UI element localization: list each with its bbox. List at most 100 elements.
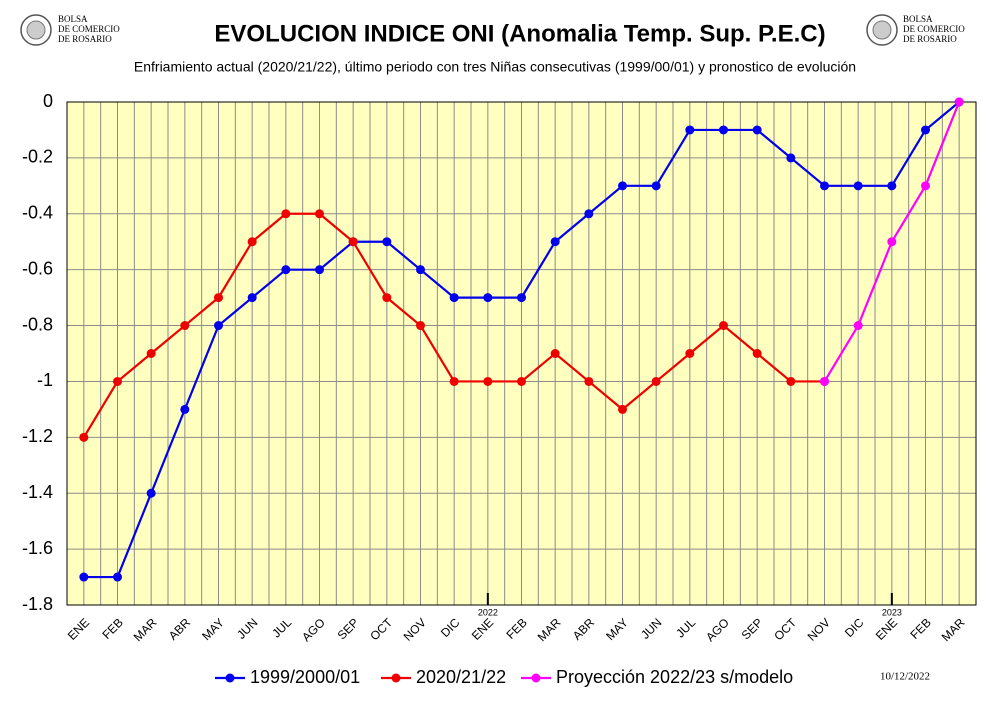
y-tick-label: -1.2 bbox=[22, 426, 53, 446]
x-tick-label: JUN bbox=[234, 615, 260, 641]
data-point bbox=[719, 321, 728, 331]
data-point bbox=[247, 237, 257, 247]
legend-marker bbox=[391, 673, 401, 683]
data-point bbox=[517, 376, 526, 386]
legend-label: 2020/21/22 bbox=[416, 667, 506, 687]
data-point bbox=[382, 237, 392, 247]
data-point bbox=[921, 181, 930, 191]
data-point bbox=[146, 349, 156, 358]
data-point bbox=[618, 181, 627, 191]
x-tick-label: MAY bbox=[199, 615, 227, 643]
x-tick-label: NOV bbox=[805, 615, 833, 643]
data-point bbox=[651, 376, 661, 386]
x-tick-label: JUL bbox=[269, 615, 294, 640]
legend-marker bbox=[531, 673, 541, 683]
data-point bbox=[113, 572, 122, 582]
data-point bbox=[786, 153, 796, 163]
x-tick-label: FEB bbox=[99, 615, 125, 641]
x-tick-label: OCT bbox=[771, 615, 799, 643]
year-label: 2023 bbox=[882, 607, 902, 617]
x-tick-label: AGO bbox=[703, 615, 732, 644]
data-point bbox=[79, 572, 89, 582]
data-point bbox=[281, 209, 291, 219]
y-tick-label: -0.4 bbox=[22, 203, 53, 223]
data-point bbox=[921, 125, 930, 135]
data-point bbox=[281, 265, 291, 275]
y-tick-label: -0.6 bbox=[22, 258, 53, 278]
data-point bbox=[315, 265, 324, 275]
data-point bbox=[651, 181, 661, 191]
data-point bbox=[685, 349, 695, 358]
plot-border bbox=[66, 101, 977, 606]
y-tick-label: -1 bbox=[37, 370, 53, 390]
logo-text: DE COMERCIO bbox=[903, 24, 965, 34]
legend-marker bbox=[225, 673, 235, 683]
logo-text: DE ROSARIO bbox=[58, 34, 112, 44]
data-point bbox=[315, 209, 324, 219]
x-tick-label: ABR bbox=[166, 615, 194, 643]
logo-text: DE ROSARIO bbox=[903, 34, 957, 44]
y-tick-label: -1.4 bbox=[22, 482, 53, 502]
x-tick-label: JUL bbox=[673, 615, 698, 640]
data-point bbox=[247, 293, 257, 303]
data-point bbox=[887, 181, 897, 191]
x-tick-label: SEP bbox=[739, 615, 766, 642]
x-tick-label: NOV bbox=[401, 615, 429, 643]
x-tick-label: AGO bbox=[299, 615, 328, 644]
data-point bbox=[752, 125, 762, 135]
data-point bbox=[752, 349, 762, 358]
legend-label: 1999/2000/01 bbox=[250, 667, 360, 687]
x-tick-label: MAR bbox=[939, 615, 968, 644]
x-tick-label: ABR bbox=[570, 615, 598, 643]
data-point bbox=[483, 293, 493, 303]
logo-right: BOLSA DE COMERCIO DE ROSARIO bbox=[866, 14, 965, 46]
data-point bbox=[853, 181, 863, 191]
logo-text: DE COMERCIO bbox=[58, 24, 120, 34]
data-point bbox=[853, 321, 863, 331]
x-tick-label: ENE bbox=[65, 615, 92, 642]
logo-text: BOLSA bbox=[58, 14, 88, 24]
x-tick-label: MAR bbox=[535, 615, 564, 644]
data-point bbox=[820, 181, 829, 191]
data-point bbox=[180, 321, 190, 331]
x-tick-label: FEB bbox=[503, 615, 529, 641]
x-tick-label: SEP bbox=[335, 615, 362, 642]
data-point bbox=[685, 125, 695, 135]
legend-label: Proyección 2022/23 s/modelo bbox=[556, 667, 793, 687]
x-tick-label: DIC bbox=[842, 615, 867, 640]
data-point bbox=[449, 376, 459, 386]
data-point bbox=[348, 237, 358, 247]
x-tick-label: MAY bbox=[603, 615, 631, 643]
data-point bbox=[618, 404, 627, 414]
x-tick-label: ENE bbox=[469, 615, 496, 642]
data-point bbox=[550, 349, 560, 358]
chart-subtitle: Enfriamiento actual (2020/21/22), último… bbox=[134, 59, 856, 75]
y-tick-label: 0 bbox=[43, 91, 53, 111]
y-tick-label: -0.2 bbox=[22, 147, 53, 167]
data-point bbox=[550, 237, 560, 247]
data-point bbox=[954, 97, 964, 107]
data-point bbox=[79, 432, 89, 442]
data-point bbox=[584, 376, 594, 386]
data-point bbox=[113, 376, 122, 386]
data-point bbox=[214, 321, 223, 331]
data-point bbox=[214, 293, 223, 303]
x-tick-label: OCT bbox=[367, 615, 395, 643]
x-tick-label: DIC bbox=[438, 615, 463, 640]
year-label: 2022 bbox=[478, 607, 498, 617]
data-point bbox=[449, 293, 459, 303]
x-tick-label: FEB bbox=[907, 615, 933, 641]
data-point bbox=[416, 321, 425, 331]
data-point bbox=[887, 237, 897, 247]
data-point bbox=[786, 376, 796, 386]
data-point bbox=[146, 488, 156, 498]
x-tick-label: JUN bbox=[638, 615, 664, 641]
data-point bbox=[382, 293, 392, 303]
y-tick-label: -1.6 bbox=[22, 538, 53, 558]
y-tick-label: -1.8 bbox=[22, 594, 53, 614]
data-point bbox=[584, 209, 594, 219]
y-tick-label: -0.8 bbox=[22, 314, 53, 334]
data-point bbox=[719, 125, 728, 135]
logo-left: BOLSA DE COMERCIO DE ROSARIO bbox=[20, 14, 120, 46]
